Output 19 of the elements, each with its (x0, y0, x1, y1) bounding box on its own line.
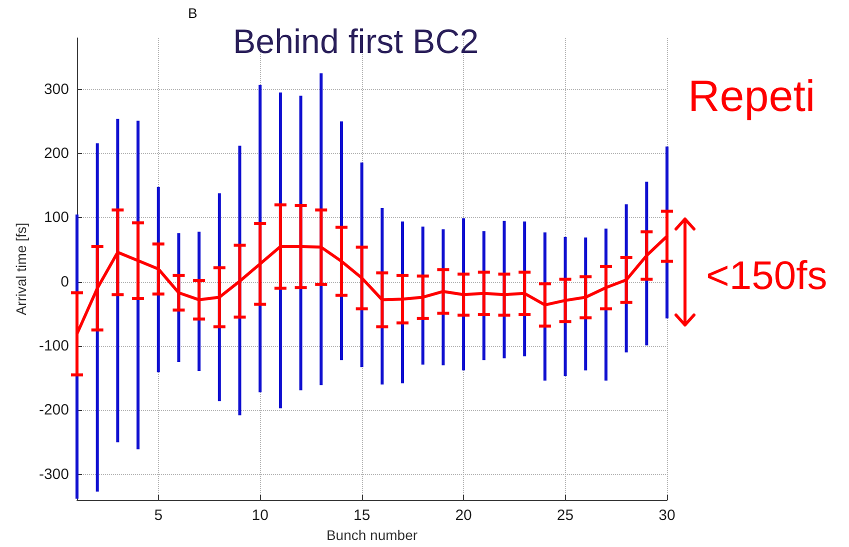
x-tick-label: 10 (252, 507, 268, 524)
y-axis-title: Arrival time [fs] (13, 222, 30, 316)
x-tick-label: 5 (154, 507, 163, 524)
y-tick-label: -200 (38, 402, 69, 419)
y-tick-label: -300 (38, 466, 69, 483)
x-tick-label: 20 (455, 507, 472, 524)
chart-title: Behind first BC2 (233, 23, 479, 61)
x-axis-title: Bunch number (326, 526, 418, 543)
x-tick-label: 15 (353, 507, 370, 524)
text: Repeti (688, 72, 816, 121)
x-tick-label: 30 (658, 507, 676, 524)
y-tick-label: 0 (60, 273, 69, 290)
y-tick-label: -100 (38, 338, 69, 354)
x-tick-label: 25 (556, 507, 574, 524)
text: B (188, 5, 198, 21)
y-tick-label: 300 (44, 80, 69, 98)
y-tick-label: 200 (44, 145, 69, 162)
y-tick-label: 100 (44, 209, 69, 226)
text: <150fs (706, 254, 828, 298)
